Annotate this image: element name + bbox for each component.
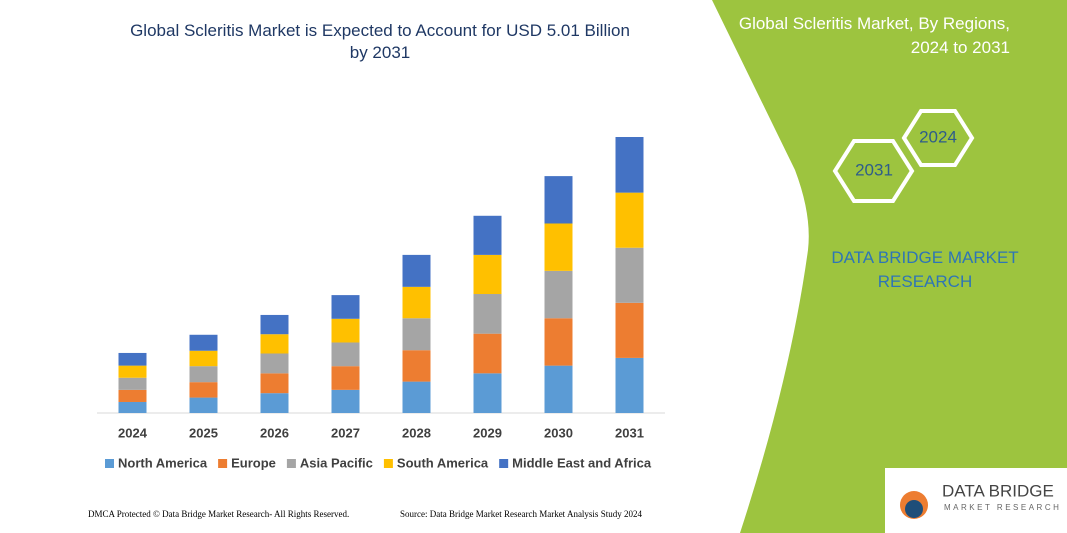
x-tick-label: 2031 [615,425,644,440]
bar-segment [331,342,360,367]
bar-segment [615,137,644,193]
logo-name: DATA BRIDGE [942,481,1054,500]
bar-segment [189,366,218,383]
legend-label: South America [397,455,489,470]
footer-text: DMCA Protected © Data Bridge Market Rese… [88,509,349,519]
hexagon [832,139,915,203]
bar-segment [118,389,147,402]
bar-segment [544,176,573,224]
bar-segment [402,350,431,382]
bar-segment [402,254,431,287]
bar-segment [402,318,431,351]
bar-segment [402,286,431,319]
x-tick-label: 2024 [118,425,148,440]
chart-title: Global Scleritis Market is Expected to A… [130,21,630,62]
bar-segment [189,334,218,351]
legend-label: Middle East and Africa [512,455,652,470]
bar-segment [260,314,289,335]
bar-segment [260,373,289,394]
bar-segment [189,350,218,367]
x-tick-label: 2027 [331,425,360,440]
legend-label: North America [118,455,208,470]
x-tick-label: 2026 [260,425,289,440]
bar-segment [189,382,218,398]
legend-swatch [383,459,393,468]
bar-segment [260,393,289,413]
legend-swatch [105,459,114,468]
bar-segment [473,215,502,255]
bar-segment [544,365,573,413]
bar-segment [544,223,573,271]
green-panel [712,0,1067,533]
bar-segment [615,302,644,358]
bar-segment [615,357,644,413]
bar-segment [473,254,502,295]
bar-segment [402,381,431,413]
panel-brand: DATA BRIDGE MARKET RESEARCH [831,248,1019,291]
footer-text: Source: Data Bridge Market Research Mark… [400,509,642,519]
bar-segment [473,373,502,413]
panel-title: Global Scleritis Market, By Regions, 202… [738,14,1010,57]
x-tick-label: 2030 [544,425,573,440]
x-tick-label: 2029 [473,425,502,440]
bar-segment [615,247,644,303]
legend-label: Asia Pacific [300,455,373,470]
bar-segment [118,377,147,390]
bar-segment [544,318,573,366]
hex-label: 2024 [919,127,957,146]
legend-swatch [499,459,509,468]
legend-swatch [218,459,228,468]
bar-segment [189,397,218,413]
hex-label: 2031 [855,160,893,179]
bar-segment [118,401,147,413]
bar-segment [118,365,147,378]
bar-segment [260,353,289,374]
bar-segment [331,389,360,413]
bar-segment [260,334,289,354]
bar-segment [331,318,360,343]
bar-segment [473,333,502,374]
bar-segment [118,352,147,366]
legend-label: Europe [231,455,276,470]
x-tick-label: 2025 [189,425,218,440]
hexagon [901,109,975,167]
logo-icon [905,500,923,518]
bar-segment [331,366,360,390]
x-tick-label: 2028 [402,425,431,440]
bar-segment [615,192,644,248]
bar-segment [331,295,360,319]
logo-tagline: MARKET RESEARCH [944,503,1061,512]
legend-swatch [286,459,296,468]
bar-segment [544,270,573,319]
bar-segment [473,294,502,334]
